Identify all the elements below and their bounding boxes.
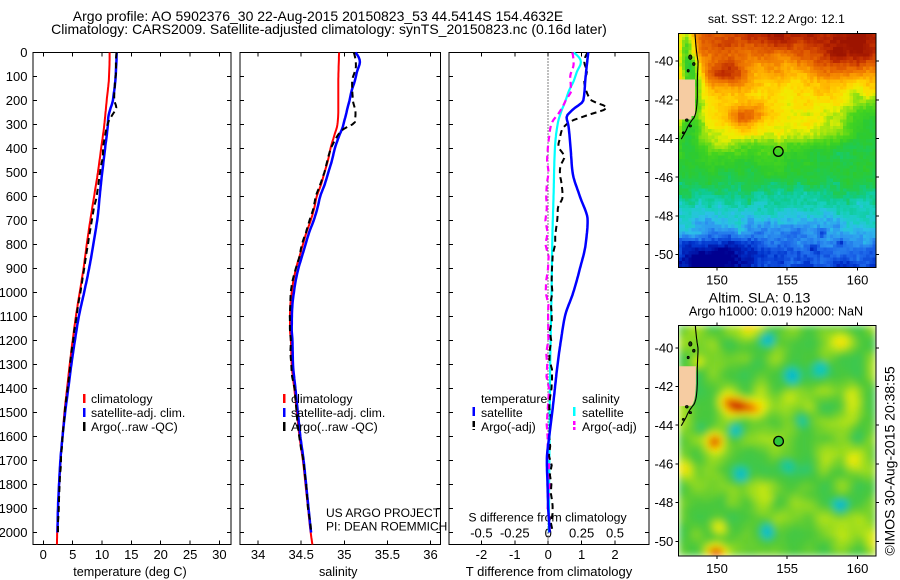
- svg-text:600: 600: [6, 189, 28, 204]
- svg-text:1000: 1000: [0, 285, 28, 300]
- svg-text:temperature: temperature: [481, 392, 547, 406]
- svg-text:-0.25: -0.25: [500, 526, 530, 541]
- svg-text:Argo(-adj): Argo(-adj): [481, 420, 536, 434]
- svg-text:25: 25: [183, 547, 197, 562]
- svg-text:satellite: satellite: [582, 406, 624, 420]
- svg-text:1200: 1200: [0, 333, 28, 348]
- svg-text:0.25: 0.25: [569, 526, 594, 541]
- svg-text:Argo(..raw -QC): Argo(..raw -QC): [291, 420, 378, 434]
- svg-text:20: 20: [153, 547, 167, 562]
- svg-text:satellite: satellite: [481, 406, 523, 420]
- svg-text:1600: 1600: [0, 429, 28, 444]
- svg-text:0.5: 0.5: [606, 526, 624, 541]
- svg-text:10: 10: [95, 547, 109, 562]
- svg-text:500: 500: [6, 165, 28, 180]
- svg-text:2: 2: [611, 547, 618, 562]
- svg-text:-0.5: -0.5: [470, 526, 492, 541]
- svg-text:15: 15: [124, 547, 138, 562]
- svg-text:1800: 1800: [0, 477, 28, 492]
- svg-text:Argo(..raw -QC): Argo(..raw -QC): [91, 420, 178, 434]
- svg-text:5: 5: [69, 547, 76, 562]
- svg-text:800: 800: [6, 237, 28, 252]
- svg-text:0: 0: [20, 45, 27, 60]
- svg-text:2000: 2000: [0, 525, 28, 540]
- svg-text:-2: -2: [476, 547, 488, 562]
- svg-text:34: 34: [251, 547, 265, 562]
- svg-text:1100: 1100: [0, 309, 28, 324]
- svg-text:100: 100: [6, 69, 28, 84]
- svg-text:satellite-adj. clim.: satellite-adj. clim.: [91, 406, 185, 420]
- svg-text:35.5: 35.5: [375, 547, 400, 562]
- svg-text:PI: DEAN ROEMMICH: PI: DEAN ROEMMICH: [326, 519, 447, 533]
- svg-text:Climatology: CARS2009. Satelli: Climatology: CARS2009. Satellite-adjuste…: [51, 21, 607, 37]
- svg-text:1700: 1700: [0, 453, 28, 468]
- svg-text:1300: 1300: [0, 357, 28, 372]
- svg-text:Argo profile: AO 5902376_30 22: Argo profile: AO 5902376_30 22-Aug-2015 …: [73, 8, 563, 24]
- svg-text:1: 1: [578, 547, 585, 562]
- svg-text:US ARGO PROJECT: US ARGO PROJECT: [326, 506, 441, 520]
- svg-text:T difference from climatology: T difference from climatology: [466, 564, 633, 579]
- svg-text:salinity: salinity: [319, 565, 358, 579]
- svg-text:200: 200: [6, 93, 28, 108]
- svg-text:400: 400: [6, 141, 28, 156]
- svg-text:climatology: climatology: [91, 392, 153, 406]
- svg-text:1500: 1500: [0, 405, 28, 420]
- svg-text:1400: 1400: [0, 381, 28, 396]
- svg-text:36: 36: [423, 547, 437, 562]
- svg-text:1900: 1900: [0, 501, 28, 516]
- svg-text:salinity: salinity: [582, 392, 620, 406]
- svg-text:Argo(-adj): Argo(-adj): [582, 420, 637, 434]
- svg-text:30: 30: [212, 547, 226, 562]
- svg-text:0: 0: [40, 547, 47, 562]
- svg-text:34.5: 34.5: [289, 547, 314, 562]
- svg-text:35: 35: [337, 547, 351, 562]
- svg-text:-1: -1: [509, 547, 521, 562]
- svg-text:0: 0: [545, 547, 552, 562]
- svg-text:temperature (deg C): temperature (deg C): [73, 565, 186, 579]
- svg-text:700: 700: [6, 213, 28, 228]
- svg-text:900: 900: [6, 261, 28, 276]
- svg-text:satellite-adj. clim.: satellite-adj. clim.: [291, 406, 385, 420]
- svg-text:climatology: climatology: [291, 392, 353, 406]
- svg-text:300: 300: [6, 117, 28, 132]
